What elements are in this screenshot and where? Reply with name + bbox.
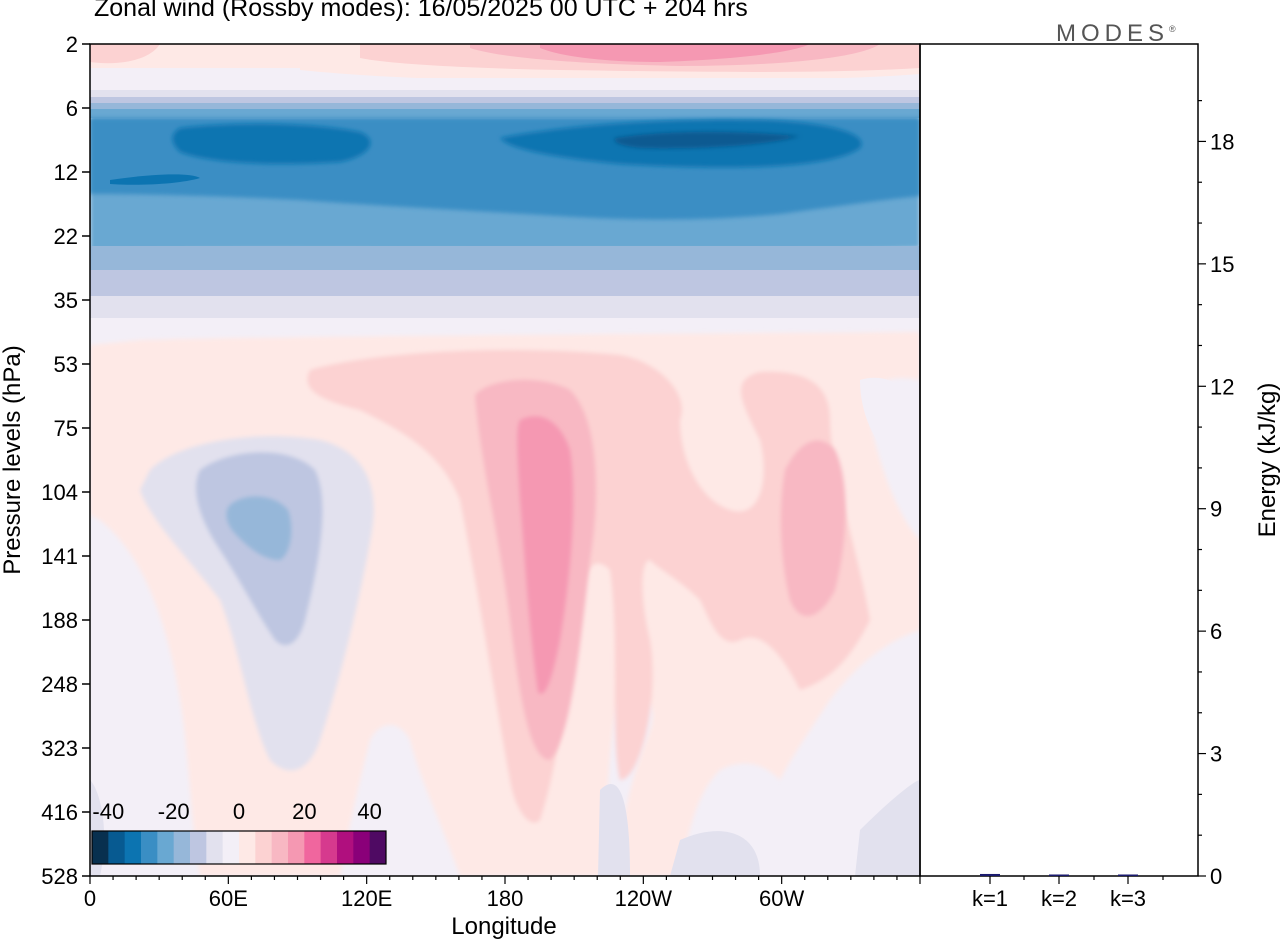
colorbar-swatch [222, 831, 240, 864]
energy-plot-frame [919, 43, 1199, 877]
colorbar-swatch [108, 831, 126, 864]
colorbar-swatch [206, 831, 224, 864]
pressure-tick-label: 323 [41, 736, 78, 761]
colorbar-swatch [141, 831, 158, 864]
colorbar-swatch [124, 831, 142, 864]
colorbar-tick-label: -20 [158, 799, 190, 824]
colorbar-swatch [369, 831, 387, 864]
longitude-tick-label: 0 [84, 886, 96, 911]
contour-region [110, 174, 200, 185]
contour-layer [90, 109, 920, 118]
pressure-tick-label: 416 [41, 800, 78, 825]
colorbar-frame [91, 830, 387, 865]
energy-tick-label: 6 [1210, 619, 1222, 644]
longitude-tick-label: 60E [209, 886, 248, 911]
contour-field [90, 44, 920, 876]
energy-tick-label: 3 [1210, 742, 1222, 767]
colorbar-swatch [271, 831, 289, 864]
pressure-tick-label: 188 [41, 608, 78, 633]
colorbar-tick-label: 0 [233, 799, 245, 824]
pressure-tick-label: 12 [54, 160, 78, 185]
energy-bar [1118, 874, 1138, 876]
longitude-tick-label: 120W [615, 886, 673, 911]
contour-layer [90, 103, 920, 111]
energy-tick-label: 15 [1210, 252, 1234, 277]
colorbar-tick-label: 20 [292, 799, 316, 824]
contour-region [90, 44, 160, 64]
contour-region [614, 131, 800, 149]
pressure-tick-label: 35 [54, 288, 78, 313]
pressure-tick-label: 104 [41, 480, 78, 505]
longitude-axis: 0 60E 120E 180 120W 60W [84, 876, 921, 911]
energy-tick-label: 9 [1210, 497, 1222, 522]
contour-region [855, 780, 920, 876]
colorbar-swatch [288, 831, 305, 864]
colorbar-tick-label: 40 [357, 799, 381, 824]
wavenumber-axis: k=1 k=2 k=3 [972, 876, 1164, 911]
colorbar-swatch [173, 831, 191, 864]
energy-tick-label: 0 [1210, 864, 1222, 889]
energy-axis: 0 3 6 9 12 15 18 [1198, 100, 1234, 889]
contour-region [780, 440, 846, 617]
wavenumber-label: k=3 [1110, 886, 1146, 911]
contour-layer [90, 296, 920, 320]
pressure-tick-label: 2 [66, 32, 78, 57]
contour-layer [90, 78, 920, 92]
brand-name: MODES [1056, 20, 1170, 47]
colorbar: -40 -20 0 20 40 [91, 799, 387, 865]
colorbar-tick-label: -40 [92, 799, 124, 824]
energy-tick-label: 12 [1210, 374, 1234, 399]
colorbar-swatch [92, 831, 109, 864]
pressure-tick-label: 141 [41, 544, 78, 569]
wavenumber-label: k=2 [1041, 886, 1077, 911]
pressure-tick-label: 248 [41, 672, 78, 697]
energy-bar [1049, 874, 1069, 876]
contour-region [172, 123, 371, 164]
x-axis-title: Longitude [451, 913, 556, 940]
contour-region [226, 496, 292, 560]
pressure-tick-label: 528 [41, 864, 78, 889]
contour-region [540, 44, 810, 62]
pressure-tick-label: 53 [54, 352, 78, 377]
contour-layer [90, 246, 920, 272]
energy-tick-label: 18 [1210, 129, 1234, 154]
brand-mark: ® [1169, 24, 1176, 34]
colorbar-swatch [337, 831, 354, 864]
colorbar-swatch [157, 831, 175, 864]
longitude-tick-label: 180 [487, 886, 524, 911]
contour-region [670, 831, 760, 876]
colorbar-swatch [320, 831, 338, 864]
contour-region [860, 377, 914, 470]
brand-logo: MODES® [1056, 20, 1176, 48]
contour-region [190, 640, 220, 782]
colorbar-swatch [304, 831, 322, 864]
colorbar-swatch [190, 831, 207, 864]
contour-region [517, 416, 574, 694]
contour-region [598, 783, 630, 876]
contour-layer [90, 97, 920, 105]
pressure-tick-label: 75 [54, 416, 78, 441]
colorbar-swatch [353, 831, 371, 864]
chart-title: Zonal wind (Rossby modes): 16/05/2025 00… [94, 0, 748, 22]
contour-layer [90, 270, 920, 298]
energy-bar [980, 873, 1000, 876]
pressure-tick-label: 6 [66, 96, 78, 121]
longitude-tick-label: 120E [341, 886, 392, 911]
energy-axis-title: Energy (kJ/kg) [1254, 383, 1280, 538]
contour-layer [90, 90, 920, 99]
y-axis-title: Pressure levels (hPa) [0, 345, 26, 574]
pressure-axis: 2 6 12 22 35 53 75 104 141 188 248 323 416 528 [41, 32, 90, 889]
contour-region [90, 318, 920, 336]
colorbar-swatch [255, 831, 273, 864]
contour-region [307, 350, 870, 823]
longitude-tick-label: 60W [759, 886, 804, 911]
colorbar-swatch [239, 831, 256, 864]
wavenumber-label: k=1 [972, 886, 1008, 911]
energy-bars [980, 873, 1138, 876]
pressure-tick-label: 22 [54, 224, 78, 249]
